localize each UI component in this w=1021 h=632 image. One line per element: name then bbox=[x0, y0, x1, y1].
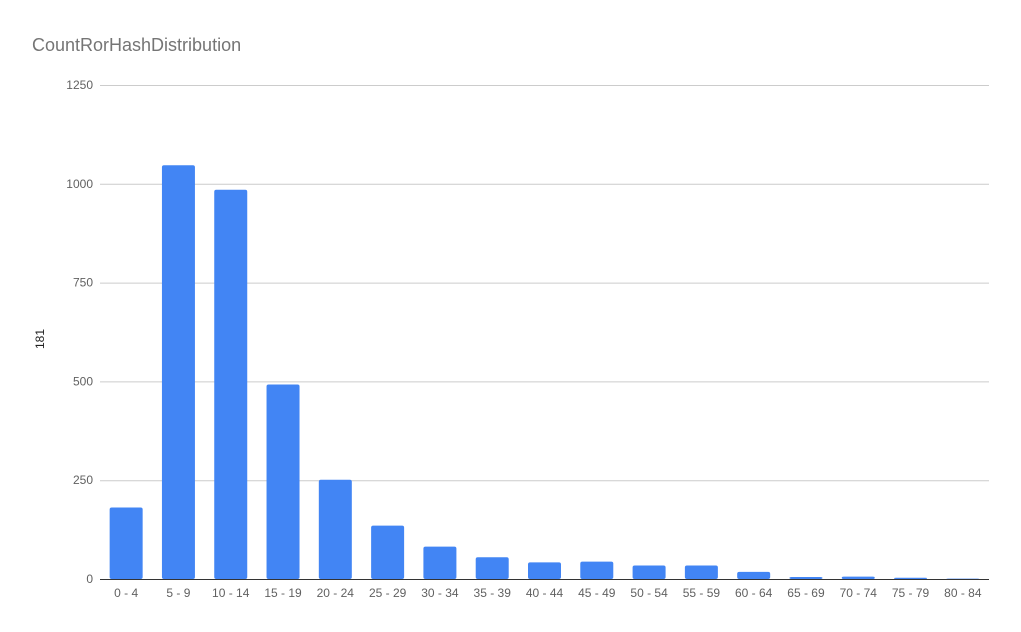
x-tick-label: 55 - 59 bbox=[683, 586, 721, 600]
x-tick-label: 45 - 49 bbox=[578, 586, 616, 600]
y-tick-label: 750 bbox=[73, 276, 93, 290]
x-tick-label: 25 - 29 bbox=[369, 586, 407, 600]
gridlines bbox=[100, 85, 989, 482]
bar bbox=[266, 384, 300, 579]
x-tick-label: 60 - 64 bbox=[735, 586, 773, 600]
x-tick-label: 80 - 84 bbox=[944, 586, 982, 600]
bar bbox=[109, 507, 143, 579]
y-axis-ticks: 0 250 500 750 1000 1250 bbox=[66, 78, 93, 586]
x-tick-label: 50 - 54 bbox=[630, 586, 668, 600]
y-tick-label: 250 bbox=[73, 473, 93, 487]
x-tick-label: 35 - 39 bbox=[474, 586, 512, 600]
x-tick-label: 20 - 24 bbox=[317, 586, 355, 600]
y-tick-label: 0 bbox=[86, 572, 93, 586]
y-tick-label: 1000 bbox=[66, 177, 93, 191]
bars bbox=[109, 165, 980, 580]
x-tick-label: 40 - 44 bbox=[526, 586, 564, 600]
bar bbox=[789, 577, 823, 579]
x-tick-label: 30 - 34 bbox=[421, 586, 459, 600]
bar bbox=[841, 576, 875, 579]
x-tick-label: 0 - 4 bbox=[114, 586, 138, 600]
bar bbox=[161, 165, 195, 580]
y-tick-label: 1250 bbox=[66, 78, 93, 92]
bar bbox=[475, 557, 509, 579]
x-tick-label: 65 - 69 bbox=[787, 586, 825, 600]
x-tick-label: 5 - 9 bbox=[166, 586, 190, 600]
x-tick-label: 70 - 74 bbox=[840, 586, 878, 600]
bar bbox=[684, 565, 718, 579]
bar bbox=[580, 561, 614, 579]
bar bbox=[528, 562, 561, 579]
y-axis-title: 181 bbox=[33, 329, 47, 349]
bar bbox=[214, 189, 248, 580]
bar bbox=[632, 565, 666, 579]
y-tick-label: 500 bbox=[73, 374, 93, 388]
bar bbox=[318, 479, 352, 579]
chart-title: CountRorHashDistribution bbox=[32, 35, 241, 55]
x-axis-ticks: 0 - 4 5 - 9 10 - 14 15 - 19 20 - 24 25 - 29 30… bbox=[114, 586, 982, 600]
bar bbox=[371, 525, 405, 579]
bar bbox=[737, 571, 771, 579]
x-tick-label: 15 - 19 bbox=[264, 586, 302, 600]
bar bbox=[894, 577, 928, 579]
x-tick-label: 10 - 14 bbox=[212, 586, 250, 600]
bar bbox=[423, 546, 457, 579]
x-tick-label: 75 - 79 bbox=[892, 586, 930, 600]
